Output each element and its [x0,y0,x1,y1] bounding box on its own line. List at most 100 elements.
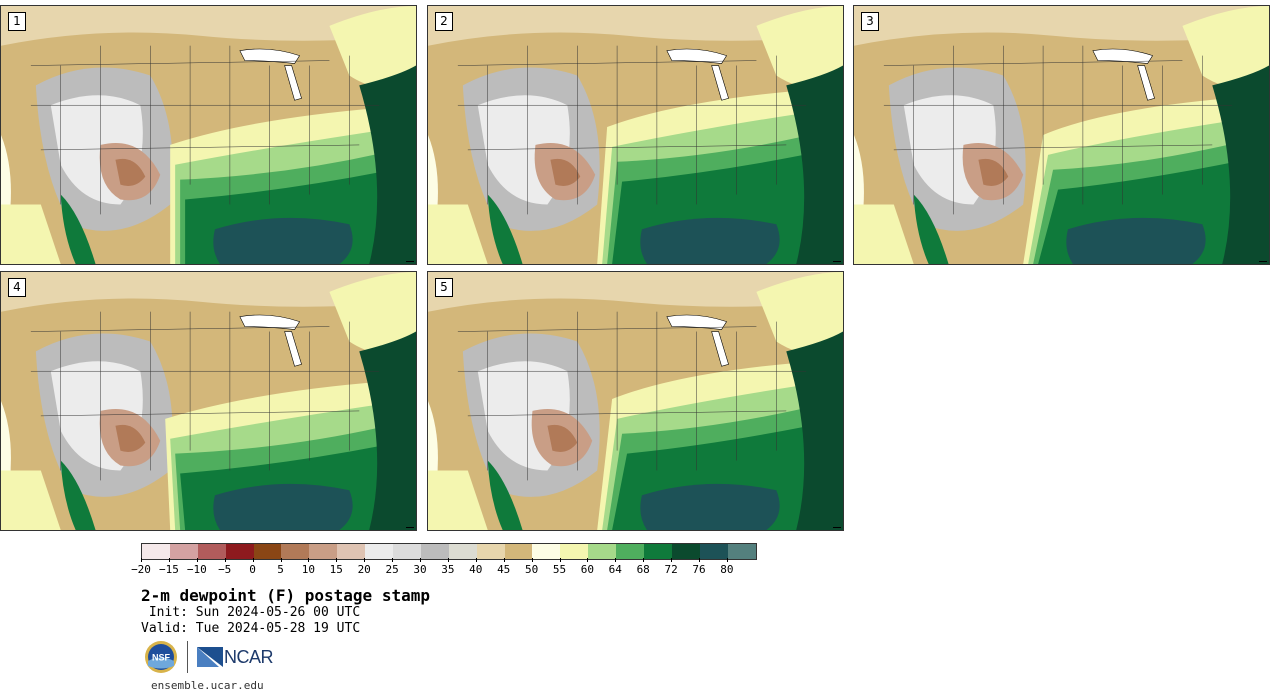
colorbar-tick-label: 40 [469,563,483,576]
northern-tan-band [428,272,843,312]
colorbar-swatch [448,544,477,559]
northern-tan-band [1,6,416,46]
gulf-of-mexico [213,217,353,264]
gulf-of-mexico [640,217,780,264]
state-border [457,60,757,66]
northeast-moist-zone [329,6,416,89]
southwest-ocean [1,470,61,530]
colorbar-tick [336,558,338,562]
colorbar-swatch [253,544,282,559]
colorbar-tick-label: 68 [636,563,650,576]
colorbar-tick [420,558,421,562]
postage-stamp-panel-5: 5 [427,271,844,531]
dewpoint-map-4 [1,272,416,530]
nsf-logo-text: NSF [152,653,171,663]
corner-mark [833,527,841,528]
colorbar-swatch [281,544,310,559]
colorbar-swatch [337,544,366,559]
great-lakes [239,48,301,64]
chart-title: 2-m dewpoint (F) postage stamp [141,586,430,605]
colorbar-tick [280,558,282,562]
colorbar-tick [224,558,226,562]
panel-number-label: 1 [8,12,26,31]
driest-core [115,424,146,452]
colorbar-swatch [560,544,589,559]
colorbar-tick-label: 80 [720,563,734,576]
colorbar-tick-labels: −20 −15 −10 −5 0 5 10 15 20 25 30 35 40 45 50 55 60 64 68 7… [131,558,757,578]
corner-mark [833,261,841,262]
colorbar-tick [308,558,310,562]
colorbar-tick-label: 45 [497,563,511,576]
atlantic-humid [359,65,416,264]
colorbar-tick-label: −15 [158,563,179,576]
colorbar-swatch [727,544,756,559]
great-lakes [1092,48,1154,64]
state-border [457,326,757,332]
colorbar-tick [392,558,394,562]
colorbar-tick [503,558,505,562]
colorbar-swatch [197,544,226,559]
driest-core [547,424,578,452]
colorbar-swatch [393,544,421,559]
colorbar-swatch [532,544,561,559]
colorbar-tick [726,558,728,562]
colorbar-swatch [365,544,394,559]
state-border [40,144,360,151]
nsf-logo-icon: NSF [145,641,177,673]
postage-stamp-panel-4: 4 [0,271,417,531]
gulf-of-california-coast [487,194,523,264]
colorbar-tick [671,558,673,562]
colorbar-tick-label: 72 [664,563,678,576]
gulf-of-mexico [1066,217,1206,264]
corner-mark [1259,261,1267,262]
colorbar-swatch [225,544,254,559]
logo-strip: NSF NCAR [144,639,274,675]
init-time: Init: Sun 2024-05-26 00 UTC [141,605,361,620]
corner-mark [406,261,414,262]
colorbar-tick-label: 76 [692,563,706,576]
northern-tan-band [854,6,1269,46]
colorbar-swatch [671,544,700,559]
ncar-logo: NCAR [197,647,274,668]
northern-tan-band [428,6,843,46]
northeast-moist-zone [756,272,843,355]
colorbar-swatch [142,544,170,559]
gulf-of-california-coast [60,460,96,530]
colorbar-tick-label: 5 [277,563,284,576]
colorbar-tick [643,558,645,562]
colorbar-swatch [616,544,645,559]
atlantic-humid [359,331,416,530]
postage-stamp-panel-2: 2 [427,5,844,265]
panel-number-label: 3 [861,12,879,31]
atlantic-humid [786,65,843,264]
gulf-of-mexico [213,483,353,530]
northeast-moist-zone [329,272,416,355]
ncar-mark-icon [197,647,223,667]
lake-michigan [284,65,302,101]
dewpoint-map-2 [428,6,843,264]
state-border [30,326,330,332]
state-border [40,410,360,417]
valid-time: Valid: Tue 2024-05-28 19 UTC [141,621,361,636]
colorbar-tick-label: 10 [301,563,316,576]
colorbar-swatch [476,544,505,559]
colorbar-tick-label: 50 [524,563,539,576]
colorbar-tick [364,558,366,562]
colorbar-tick [141,558,142,562]
colorbar-tick [699,558,700,562]
colorbar-tick [559,558,561,562]
postage-stamp-panel-1: 1 [0,5,417,265]
lake-michigan [284,331,302,367]
dewpoint-map-1 [1,6,416,264]
website-url[interactable]: ensemble.ucar.edu [151,679,264,692]
northern-tan-band [1,272,416,312]
driest-core [978,158,1009,186]
state-border [30,60,330,66]
atlantic-humid [786,331,843,530]
great-lakes [239,314,301,330]
great-lakes [666,48,728,64]
dewpoint-map-5 [428,272,843,530]
colorbar-tick [168,558,170,562]
colorbar-tick [587,558,589,562]
colorbar-tick [447,558,449,562]
